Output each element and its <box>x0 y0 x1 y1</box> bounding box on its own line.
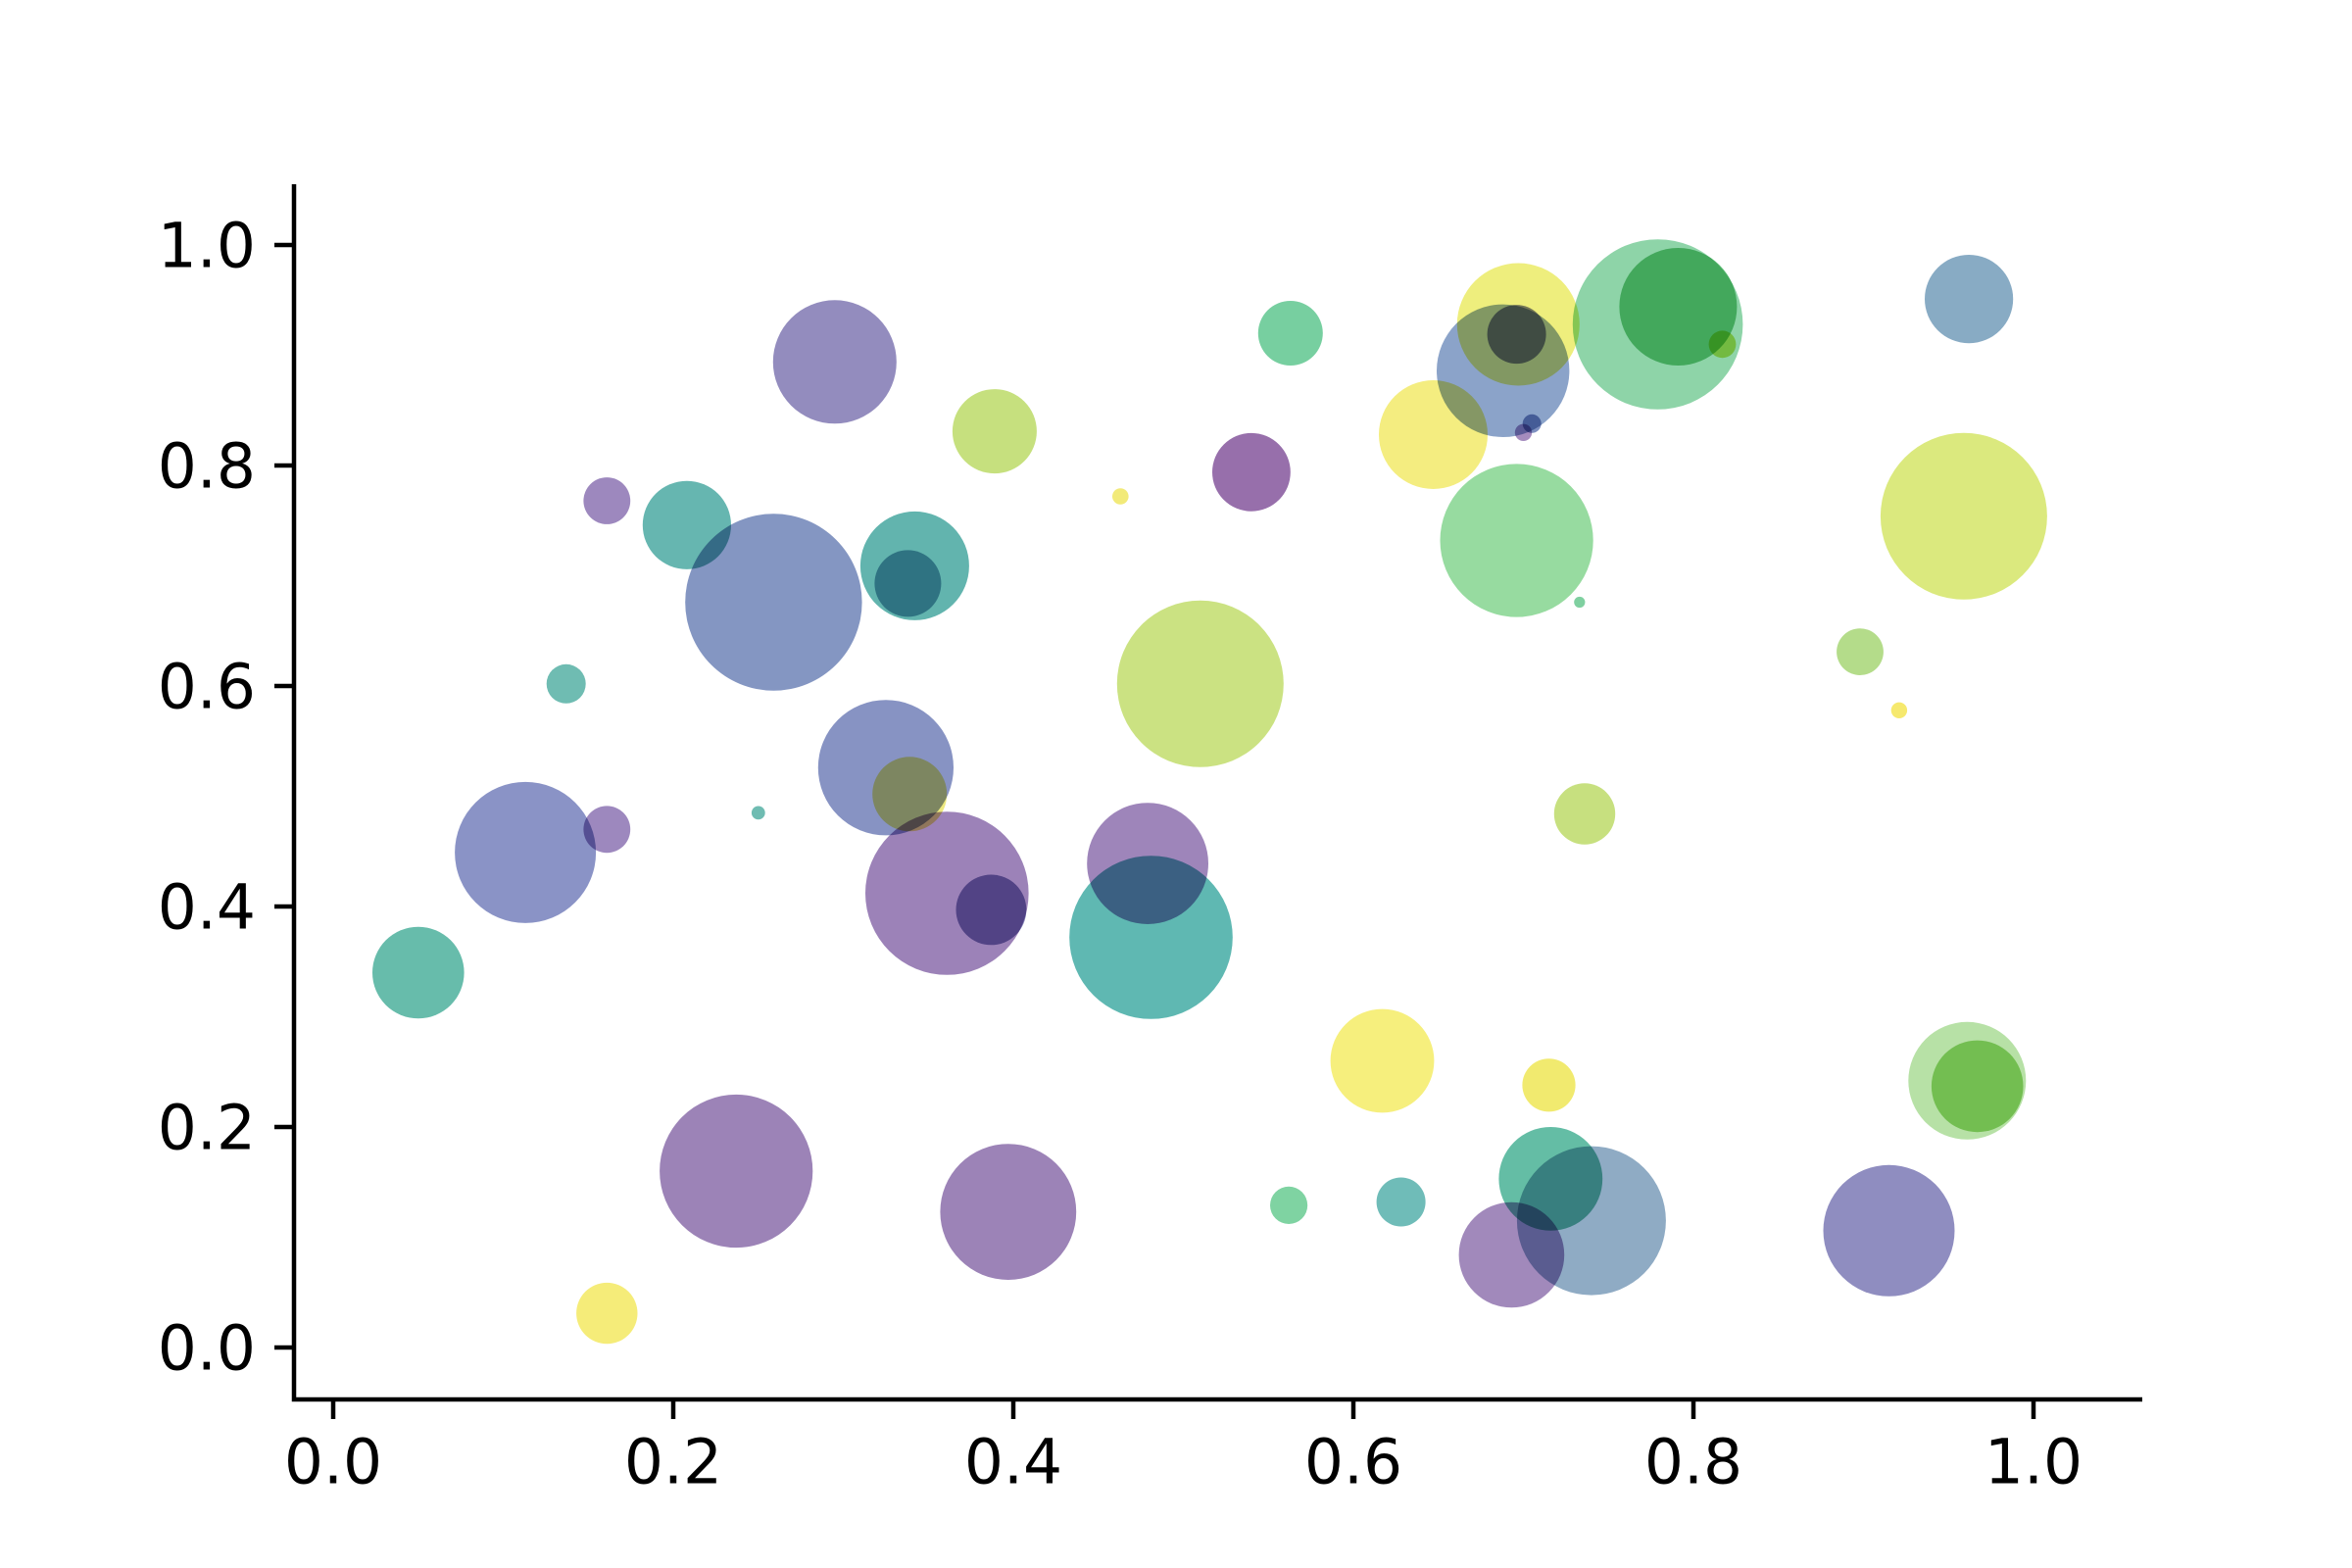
bubble <box>1487 305 1546 365</box>
bubble-layer <box>372 239 2047 1345</box>
axes: 0.0 0.2 0.4 0.6 0.8 1.0 0.0 0.2 0.4 0.6 0.8 1.0 <box>158 184 2142 1498</box>
bubble <box>751 806 765 820</box>
y-tick-label: 0.6 <box>158 652 256 723</box>
bubble <box>372 926 465 1019</box>
bubble <box>874 550 942 617</box>
axis-spines <box>291 184 2142 1402</box>
x-tick-label: 0.6 <box>1304 1427 1402 1498</box>
y-tick-label: 0.0 <box>158 1313 256 1385</box>
bubble <box>546 663 586 704</box>
bubble <box>1212 432 1291 512</box>
bubble <box>772 300 897 424</box>
x-tick-label: 0.4 <box>964 1427 1062 1498</box>
bubble <box>1458 1201 1565 1308</box>
bubble <box>455 781 597 923</box>
bubble <box>1553 783 1616 845</box>
bubble <box>1931 1040 2024 1133</box>
bubble <box>872 757 948 832</box>
bubble <box>952 389 1037 474</box>
bubble <box>1257 301 1323 366</box>
x-tick-label: 0.8 <box>1644 1427 1742 1498</box>
bubble <box>1330 1008 1435 1113</box>
bubble <box>1619 248 1738 366</box>
y-tick-label: 1.0 <box>158 211 256 282</box>
bubble <box>1440 464 1593 617</box>
bubble <box>685 514 862 691</box>
y-tick-label: 0.4 <box>158 872 256 944</box>
x-tick-label: 1.0 <box>1984 1427 2082 1498</box>
bubble <box>1376 1177 1426 1227</box>
bubble <box>1925 255 2014 344</box>
bubble <box>1270 1186 1308 1224</box>
bubble <box>940 1144 1077 1280</box>
bubble <box>1823 1164 1955 1297</box>
y-tick-label: 0.8 <box>158 431 256 503</box>
bubble <box>583 806 631 854</box>
bubble <box>576 1282 638 1345</box>
y-tick-label: 0.2 <box>158 1093 256 1164</box>
bubble <box>1880 432 2047 600</box>
bubble <box>1837 628 1884 675</box>
bubble <box>1574 596 1586 609</box>
bubble <box>1112 488 1129 505</box>
bubble <box>1890 702 1908 718</box>
bubble <box>1708 330 1737 359</box>
bubble <box>1522 1058 1576 1112</box>
bubble <box>956 874 1027 946</box>
bubble <box>1116 600 1284 767</box>
bubble <box>583 477 631 524</box>
bubble <box>1514 423 1533 441</box>
bubble <box>660 1094 813 1249</box>
x-tick-label: 0.2 <box>624 1427 722 1498</box>
bubble <box>1069 856 1233 1019</box>
x-tick-label: 0.0 <box>284 1427 382 1498</box>
